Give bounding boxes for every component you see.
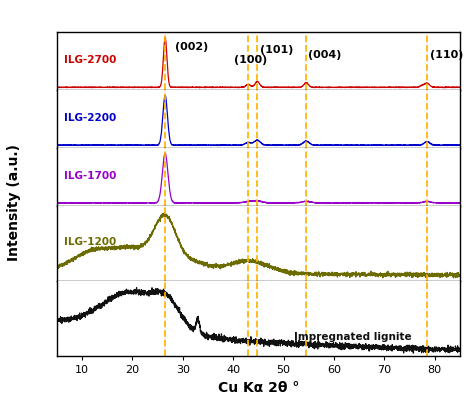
Text: Intensity (a.u.): Intensity (a.u.) [7, 144, 21, 261]
Text: (002): (002) [175, 42, 209, 51]
Text: (101): (101) [260, 45, 293, 55]
Text: (110): (110) [429, 50, 463, 60]
X-axis label: Cu Kα 2θ °: Cu Kα 2θ ° [218, 381, 299, 395]
Text: ILG-2200: ILG-2200 [64, 113, 117, 123]
Text: ILG-1200: ILG-1200 [64, 237, 117, 247]
Text: (004): (004) [308, 50, 341, 60]
Text: ILG-1700: ILG-1700 [64, 171, 117, 181]
Text: Impregnated lignite: Impregnated lignite [293, 332, 411, 342]
Text: ILG-2700: ILG-2700 [64, 55, 117, 65]
Text: (100): (100) [234, 55, 267, 65]
